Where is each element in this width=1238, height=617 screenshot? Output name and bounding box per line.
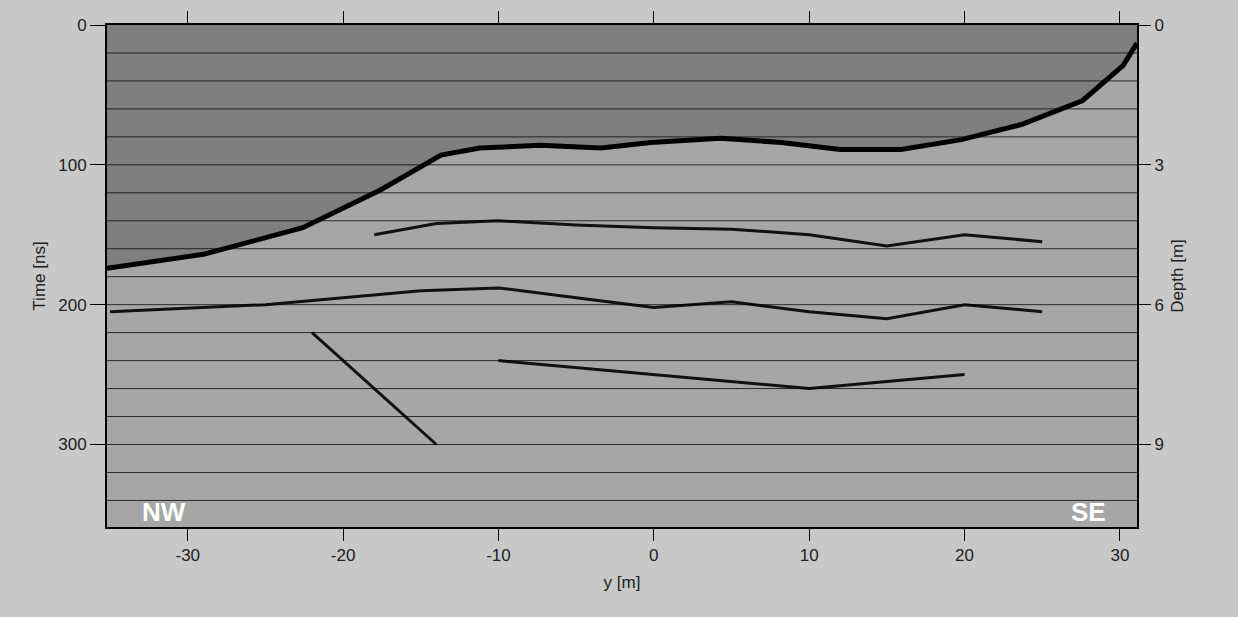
svg-text:y [m]: y [m] [604, 573, 641, 592]
svg-text:0: 0 [77, 16, 86, 35]
svg-text:10: 10 [800, 546, 819, 565]
svg-text:100: 100 [58, 156, 86, 175]
svg-text:-10: -10 [486, 546, 511, 565]
svg-text:6: 6 [1154, 296, 1163, 315]
svg-text:300: 300 [58, 435, 86, 454]
svg-text:Depth [m]: Depth [m] [1168, 239, 1187, 313]
svg-text:9: 9 [1154, 435, 1163, 454]
svg-text:3: 3 [1154, 156, 1163, 175]
svg-text:0: 0 [1154, 16, 1163, 35]
svg-text:-30: -30 [175, 546, 200, 565]
svg-text:SE: SE [1071, 497, 1106, 527]
svg-text:-20: -20 [331, 546, 356, 565]
svg-text:Time [ns]: Time [ns] [30, 241, 49, 310]
svg-text:NW: NW [142, 497, 186, 527]
svg-text:200: 200 [58, 296, 86, 315]
svg-text:0: 0 [649, 546, 658, 565]
svg-text:20: 20 [955, 546, 974, 565]
svg-text:30: 30 [1110, 546, 1129, 565]
